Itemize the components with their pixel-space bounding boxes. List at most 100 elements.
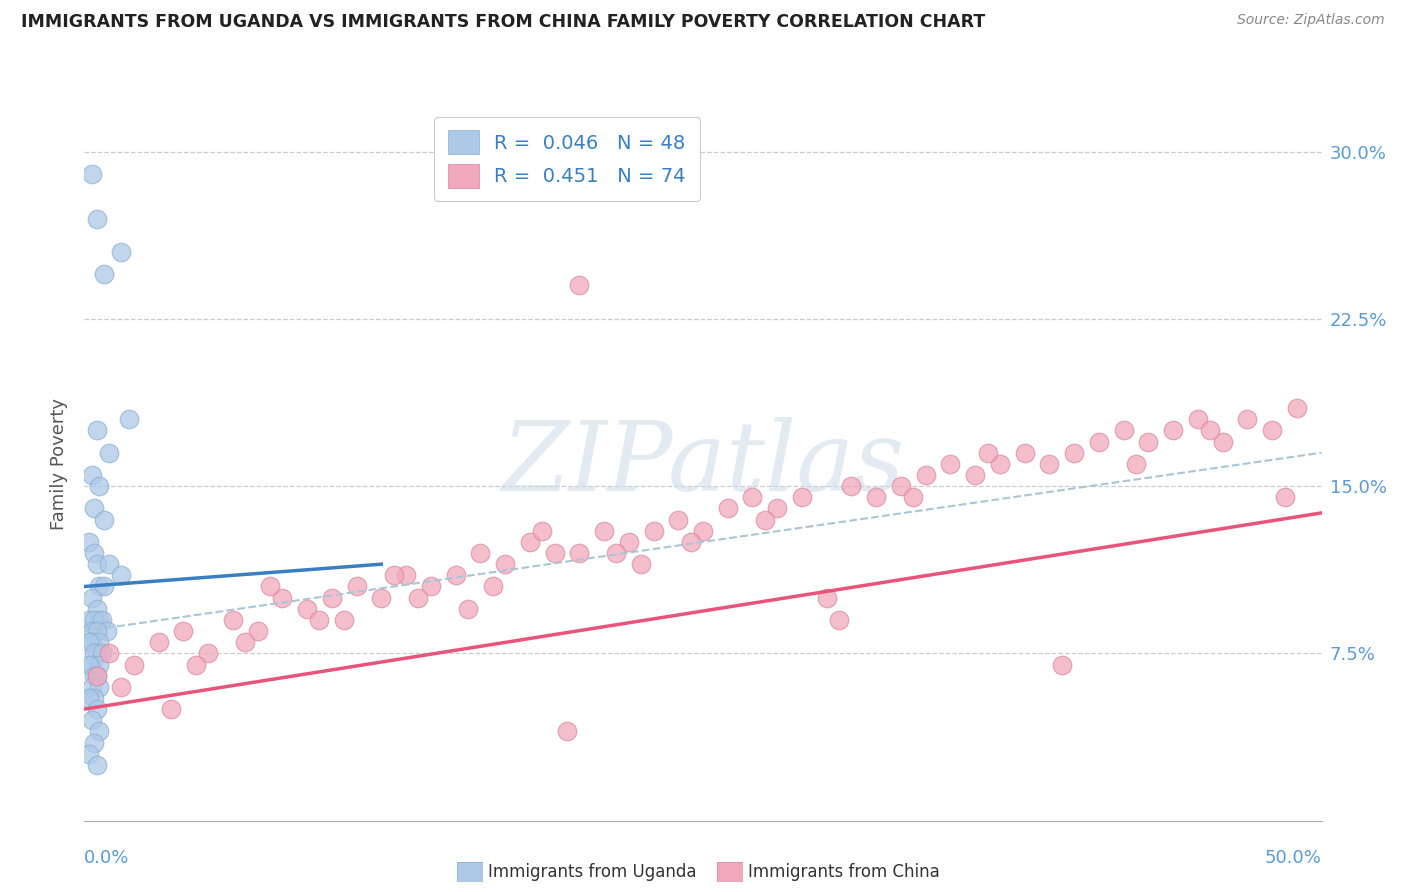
Point: [93, 580, 115, 594]
Point: [457, 602, 479, 616]
Point: [86, 602, 108, 616]
Text: 50.0%: 50.0%: [1265, 849, 1322, 867]
Point: [903, 490, 925, 504]
Point: [79, 635, 101, 649]
Point: [93, 268, 115, 282]
Point: [83, 613, 105, 627]
Point: [519, 534, 541, 549]
Point: [568, 546, 591, 560]
Point: [1112, 424, 1135, 438]
Point: [172, 624, 194, 639]
Point: [470, 546, 492, 560]
Point: [83, 690, 105, 705]
Point: [80, 167, 103, 181]
Point: [643, 524, 665, 538]
Point: [976, 446, 998, 460]
Point: [444, 568, 467, 582]
Point: [184, 657, 207, 672]
Point: [1063, 446, 1085, 460]
Point: [79, 690, 101, 705]
Point: [766, 501, 789, 516]
Point: [679, 534, 702, 549]
Point: [1212, 434, 1234, 449]
Point: [1199, 424, 1222, 438]
Point: [86, 669, 108, 683]
Point: [295, 602, 318, 616]
Point: [568, 278, 591, 293]
Point: [395, 568, 418, 582]
Point: [865, 490, 887, 504]
Point: [1088, 434, 1111, 449]
Point: [1261, 424, 1284, 438]
Point: [419, 580, 441, 594]
Point: [160, 702, 183, 716]
Point: [233, 635, 256, 649]
Point: [89, 724, 111, 739]
Point: [86, 424, 108, 438]
Point: [308, 613, 330, 627]
Point: [80, 591, 103, 605]
Point: [89, 479, 111, 493]
Text: IMMIGRANTS FROM UGANDA VS IMMIGRANTS FROM CHINA FAMILY POVERTY CORRELATION CHART: IMMIGRANTS FROM UGANDA VS IMMIGRANTS FRO…: [21, 13, 986, 31]
Point: [83, 546, 105, 560]
Point: [89, 635, 111, 649]
Point: [346, 580, 368, 594]
Point: [80, 467, 103, 482]
Point: [692, 524, 714, 538]
Point: [494, 557, 516, 572]
Point: [80, 714, 103, 728]
Point: [617, 534, 640, 549]
Point: [197, 646, 219, 660]
Point: [80, 624, 103, 639]
Point: [89, 580, 111, 594]
Point: [543, 546, 565, 560]
Point: [89, 680, 111, 694]
Point: [86, 646, 108, 660]
Point: [83, 501, 105, 516]
Point: [79, 747, 101, 761]
Point: [110, 568, 132, 582]
Point: [118, 412, 141, 426]
Point: [90, 646, 112, 660]
Point: [1014, 446, 1036, 460]
Point: [98, 446, 121, 460]
Point: [83, 735, 105, 749]
Point: [86, 211, 108, 226]
Text: Immigrants from China: Immigrants from China: [748, 863, 939, 881]
Point: [333, 613, 356, 627]
Point: [531, 524, 554, 538]
Point: [828, 613, 851, 627]
Point: [1187, 412, 1209, 426]
Point: [1274, 490, 1296, 504]
Point: [408, 591, 430, 605]
Point: [96, 624, 118, 639]
Text: Source: ZipAtlas.com: Source: ZipAtlas.com: [1237, 13, 1385, 28]
Point: [605, 546, 627, 560]
Point: [86, 624, 108, 639]
Point: [83, 646, 105, 660]
Point: [110, 244, 132, 259]
Point: [1137, 434, 1160, 449]
Point: [481, 580, 503, 594]
Point: [246, 624, 269, 639]
Point: [79, 613, 101, 627]
Point: [86, 557, 108, 572]
Point: [754, 512, 776, 526]
Point: [841, 479, 863, 493]
Point: [382, 568, 405, 582]
Point: [1236, 412, 1258, 426]
Point: [630, 557, 652, 572]
Point: [110, 680, 132, 694]
Point: [815, 591, 838, 605]
Point: [98, 557, 121, 572]
Point: [717, 501, 740, 516]
Point: [1038, 457, 1060, 471]
Point: [1161, 424, 1184, 438]
Point: [80, 635, 103, 649]
Point: [222, 613, 245, 627]
Point: [370, 591, 392, 605]
Point: [148, 635, 170, 649]
Y-axis label: Family Poverty: Family Poverty: [49, 398, 67, 530]
Text: ZIPatlas: ZIPatlas: [502, 417, 904, 511]
Point: [666, 512, 689, 526]
